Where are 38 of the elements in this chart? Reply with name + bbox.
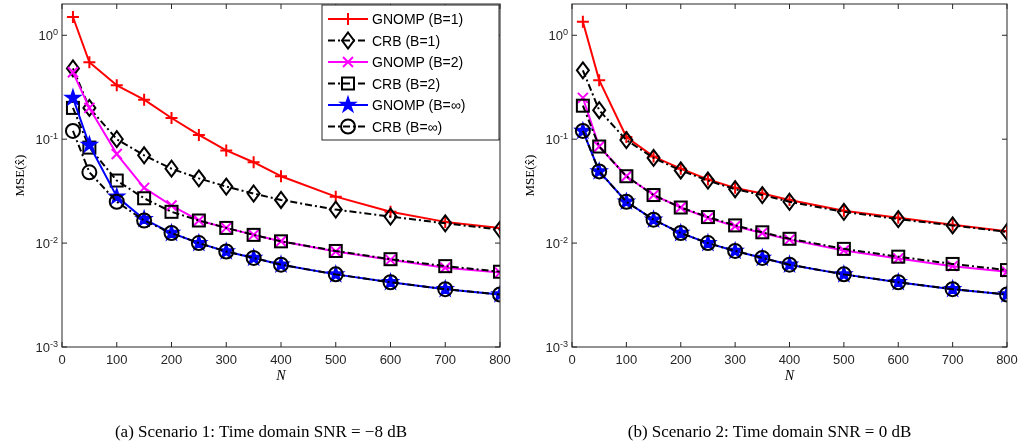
legend-label: GNOMP (B=2)	[372, 54, 464, 70]
y-tick-label: 10$^{0}$	[38, 27, 58, 44]
y-axis-title: MSE(x̂)	[12, 154, 27, 197]
x-tick-label: 800	[996, 352, 1018, 367]
y-tick-label: 10$^{-1}$	[545, 131, 568, 148]
y-tick-label: 10$^{-2}$	[35, 235, 58, 252]
x-tick-label: 100	[105, 352, 128, 367]
x-tick-label: 200	[160, 352, 183, 367]
x-axis-title: N	[783, 368, 795, 383]
text: (b) Scenario 2: Time domain SNR = 0 dB	[627, 422, 912, 441]
legend-label: GNOMP (B=∞)	[372, 97, 466, 113]
x-tick-label: 600	[887, 352, 910, 367]
y-axis-title: MSE(x̂)	[522, 154, 537, 197]
legend-label: CRB (B=1)	[372, 32, 441, 49]
x-tick-label: 600	[379, 352, 402, 367]
y-tick-label: 10$^{-1}$	[35, 131, 58, 148]
x-tick-label: 500	[833, 352, 855, 367]
x-tick-label: 100	[615, 352, 638, 367]
x-tick-label: 700	[434, 352, 457, 367]
text: (a) Scenario 1: Time domain SNR = −8 dB	[114, 422, 408, 441]
x-tick-label: 200	[669, 352, 692, 367]
x-tick-label: 500	[324, 352, 347, 367]
y-tick-label: 10$^{0}$	[548, 27, 568, 44]
legend-label: CRB (B=∞)	[372, 118, 443, 135]
x-tick-label: 300	[215, 352, 238, 367]
y-tick-label: 10$^{-3}$	[545, 339, 568, 355]
legend-label: CRB (B=2)	[372, 75, 441, 92]
x-tick-label: 300	[724, 352, 746, 367]
x-tick-label: 400	[270, 352, 292, 367]
x-tick-label: 800	[489, 352, 511, 367]
y-tick-label: 10$^{-3}$	[35, 339, 58, 355]
x-tick-label: 700	[941, 352, 964, 367]
x-axis-title: N	[275, 368, 287, 383]
y-tick-label: 10$^{-2}$	[545, 235, 568, 252]
x-tick-label: 400	[778, 352, 801, 367]
x-tick-label: 0	[568, 352, 576, 367]
legend-label: GNOMP (B=1)	[372, 11, 464, 27]
x-tick-label: 0	[58, 352, 66, 367]
